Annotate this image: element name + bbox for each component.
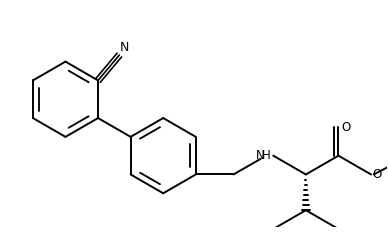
Text: O: O xyxy=(341,121,350,134)
Text: O: O xyxy=(372,168,381,181)
Text: N: N xyxy=(120,40,129,54)
Text: H: H xyxy=(262,149,270,162)
Text: N: N xyxy=(256,149,264,162)
